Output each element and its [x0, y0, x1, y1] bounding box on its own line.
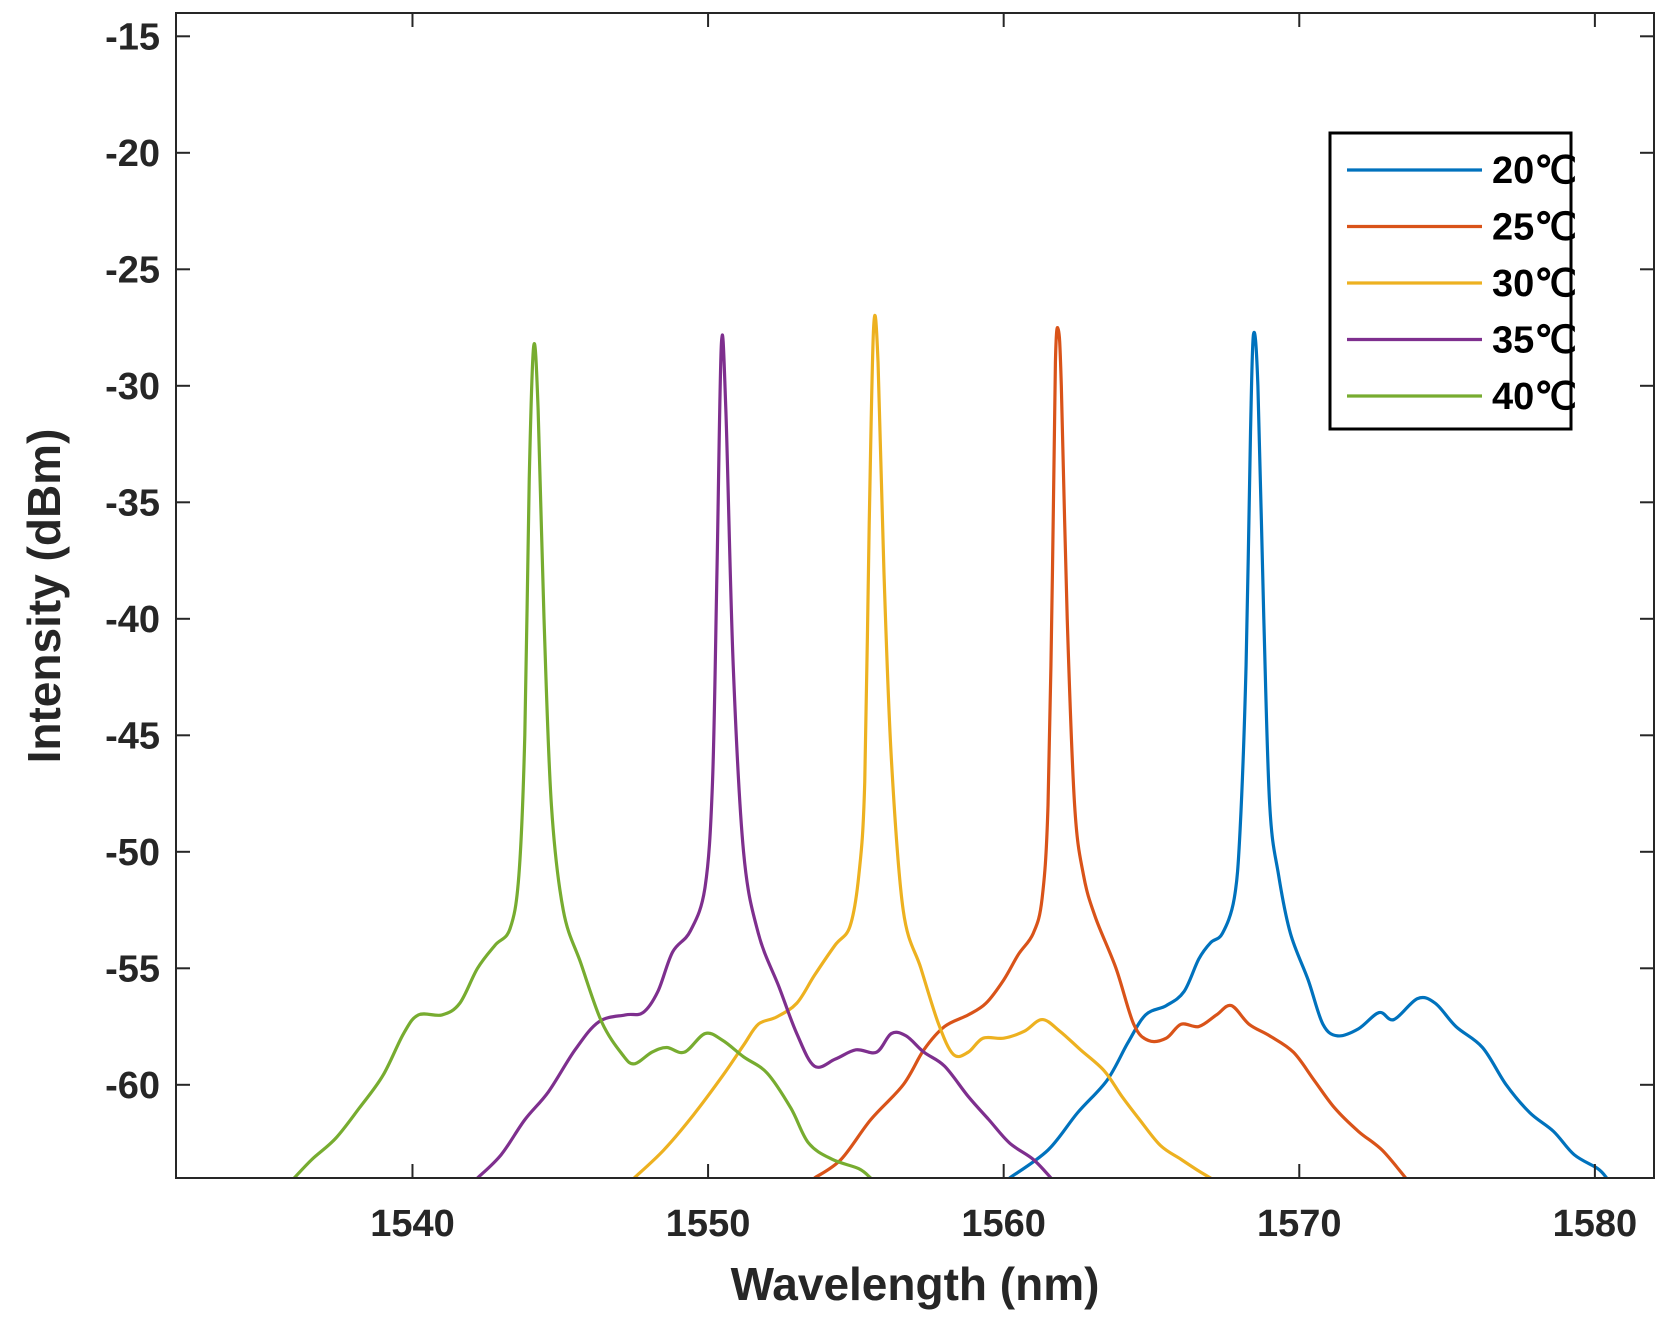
y-axis-title: Intensity (dBm): [18, 429, 70, 764]
legend-label: 20℃: [1492, 150, 1577, 192]
x-axis-ticks: 1540 1550 1560 1570 1580: [370, 13, 1637, 1245]
y-axis-ticks: -15 -20 -25 -30 -35 -40 -45 -50 -55 -60: [105, 16, 1654, 1107]
legend: 20℃ 25℃ 30℃ 35℃ 40℃: [1328, 131, 1577, 431]
x-tick-label: 1570: [1257, 1203, 1342, 1245]
y-tick-label: -60: [105, 1065, 160, 1107]
y-tick-label: -20: [105, 133, 160, 175]
x-tick-label: 1550: [666, 1203, 751, 1245]
series-line-4: [475, 333, 1053, 1178]
y-tick-label: -55: [105, 948, 160, 990]
legend-label: 35℃: [1492, 320, 1577, 362]
series-line-3: [632, 313, 1213, 1178]
legend-label: 30℃: [1492, 263, 1577, 305]
x-tick-label: 1560: [961, 1203, 1046, 1245]
series-layer: [292, 313, 1609, 1178]
legend-label: 40℃: [1492, 376, 1577, 418]
x-tick-label: 1580: [1553, 1203, 1638, 1245]
series-line-5: [292, 342, 873, 1178]
y-tick-label: -35: [105, 482, 160, 524]
y-tick-label: -15: [105, 16, 160, 58]
x-axis-title: Wavelength (nm): [731, 1258, 1100, 1310]
y-tick-label: -40: [105, 599, 160, 641]
plot-frame: [175, 12, 1655, 1179]
y-tick-label: -45: [105, 715, 160, 757]
series-line-2: [812, 326, 1408, 1178]
series-line-1: [1007, 330, 1609, 1178]
legend-box: [1328, 131, 1573, 431]
y-tick-label: -25: [105, 249, 160, 291]
y-tick-label: -30: [105, 366, 160, 408]
legend-label: 25℃: [1492, 207, 1577, 249]
y-tick-label: -50: [105, 832, 160, 874]
x-tick-label: 1540: [370, 1203, 455, 1245]
